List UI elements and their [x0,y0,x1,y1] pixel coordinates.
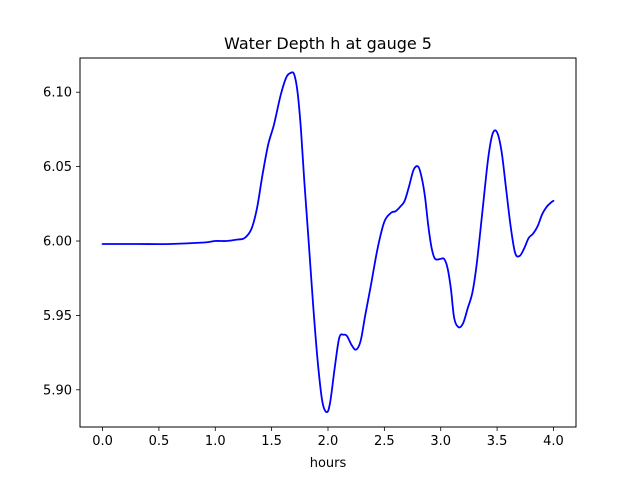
y-tick-label: 6.10 [43,86,72,101]
x-tick-label: 1.5 [261,434,282,449]
x-tick-label: 1.0 [205,434,226,449]
series-layer [101,71,555,414]
axes-frame [79,57,577,428]
x-tick-label: 0.5 [149,434,170,449]
x-tick-label: 3.5 [487,434,508,449]
x-axis-label: hours [310,456,347,471]
ticks-layer: 0.0 0.5 1.0 1.5 2.0 2.5 3.0 3.5 4.0 5.90 5.95 6.00 6… [43,86,564,449]
x-tick-label: 4.0 [543,434,564,449]
y-tick-label: 5.90 [43,383,72,398]
x-tick-label: 2.0 [318,434,339,449]
x-tick-label: 3.0 [430,434,451,449]
y-tick-label: 6.05 [43,160,72,175]
x-tick-label: 2.5 [374,434,395,449]
y-tick-label: 6.00 [43,235,72,250]
water-depth-series-line [101,71,555,414]
x-tick-label: 0.0 [92,434,113,449]
chart-title: Water Depth h at gauge 5 [224,34,432,53]
y-tick-label: 5.95 [43,309,72,324]
